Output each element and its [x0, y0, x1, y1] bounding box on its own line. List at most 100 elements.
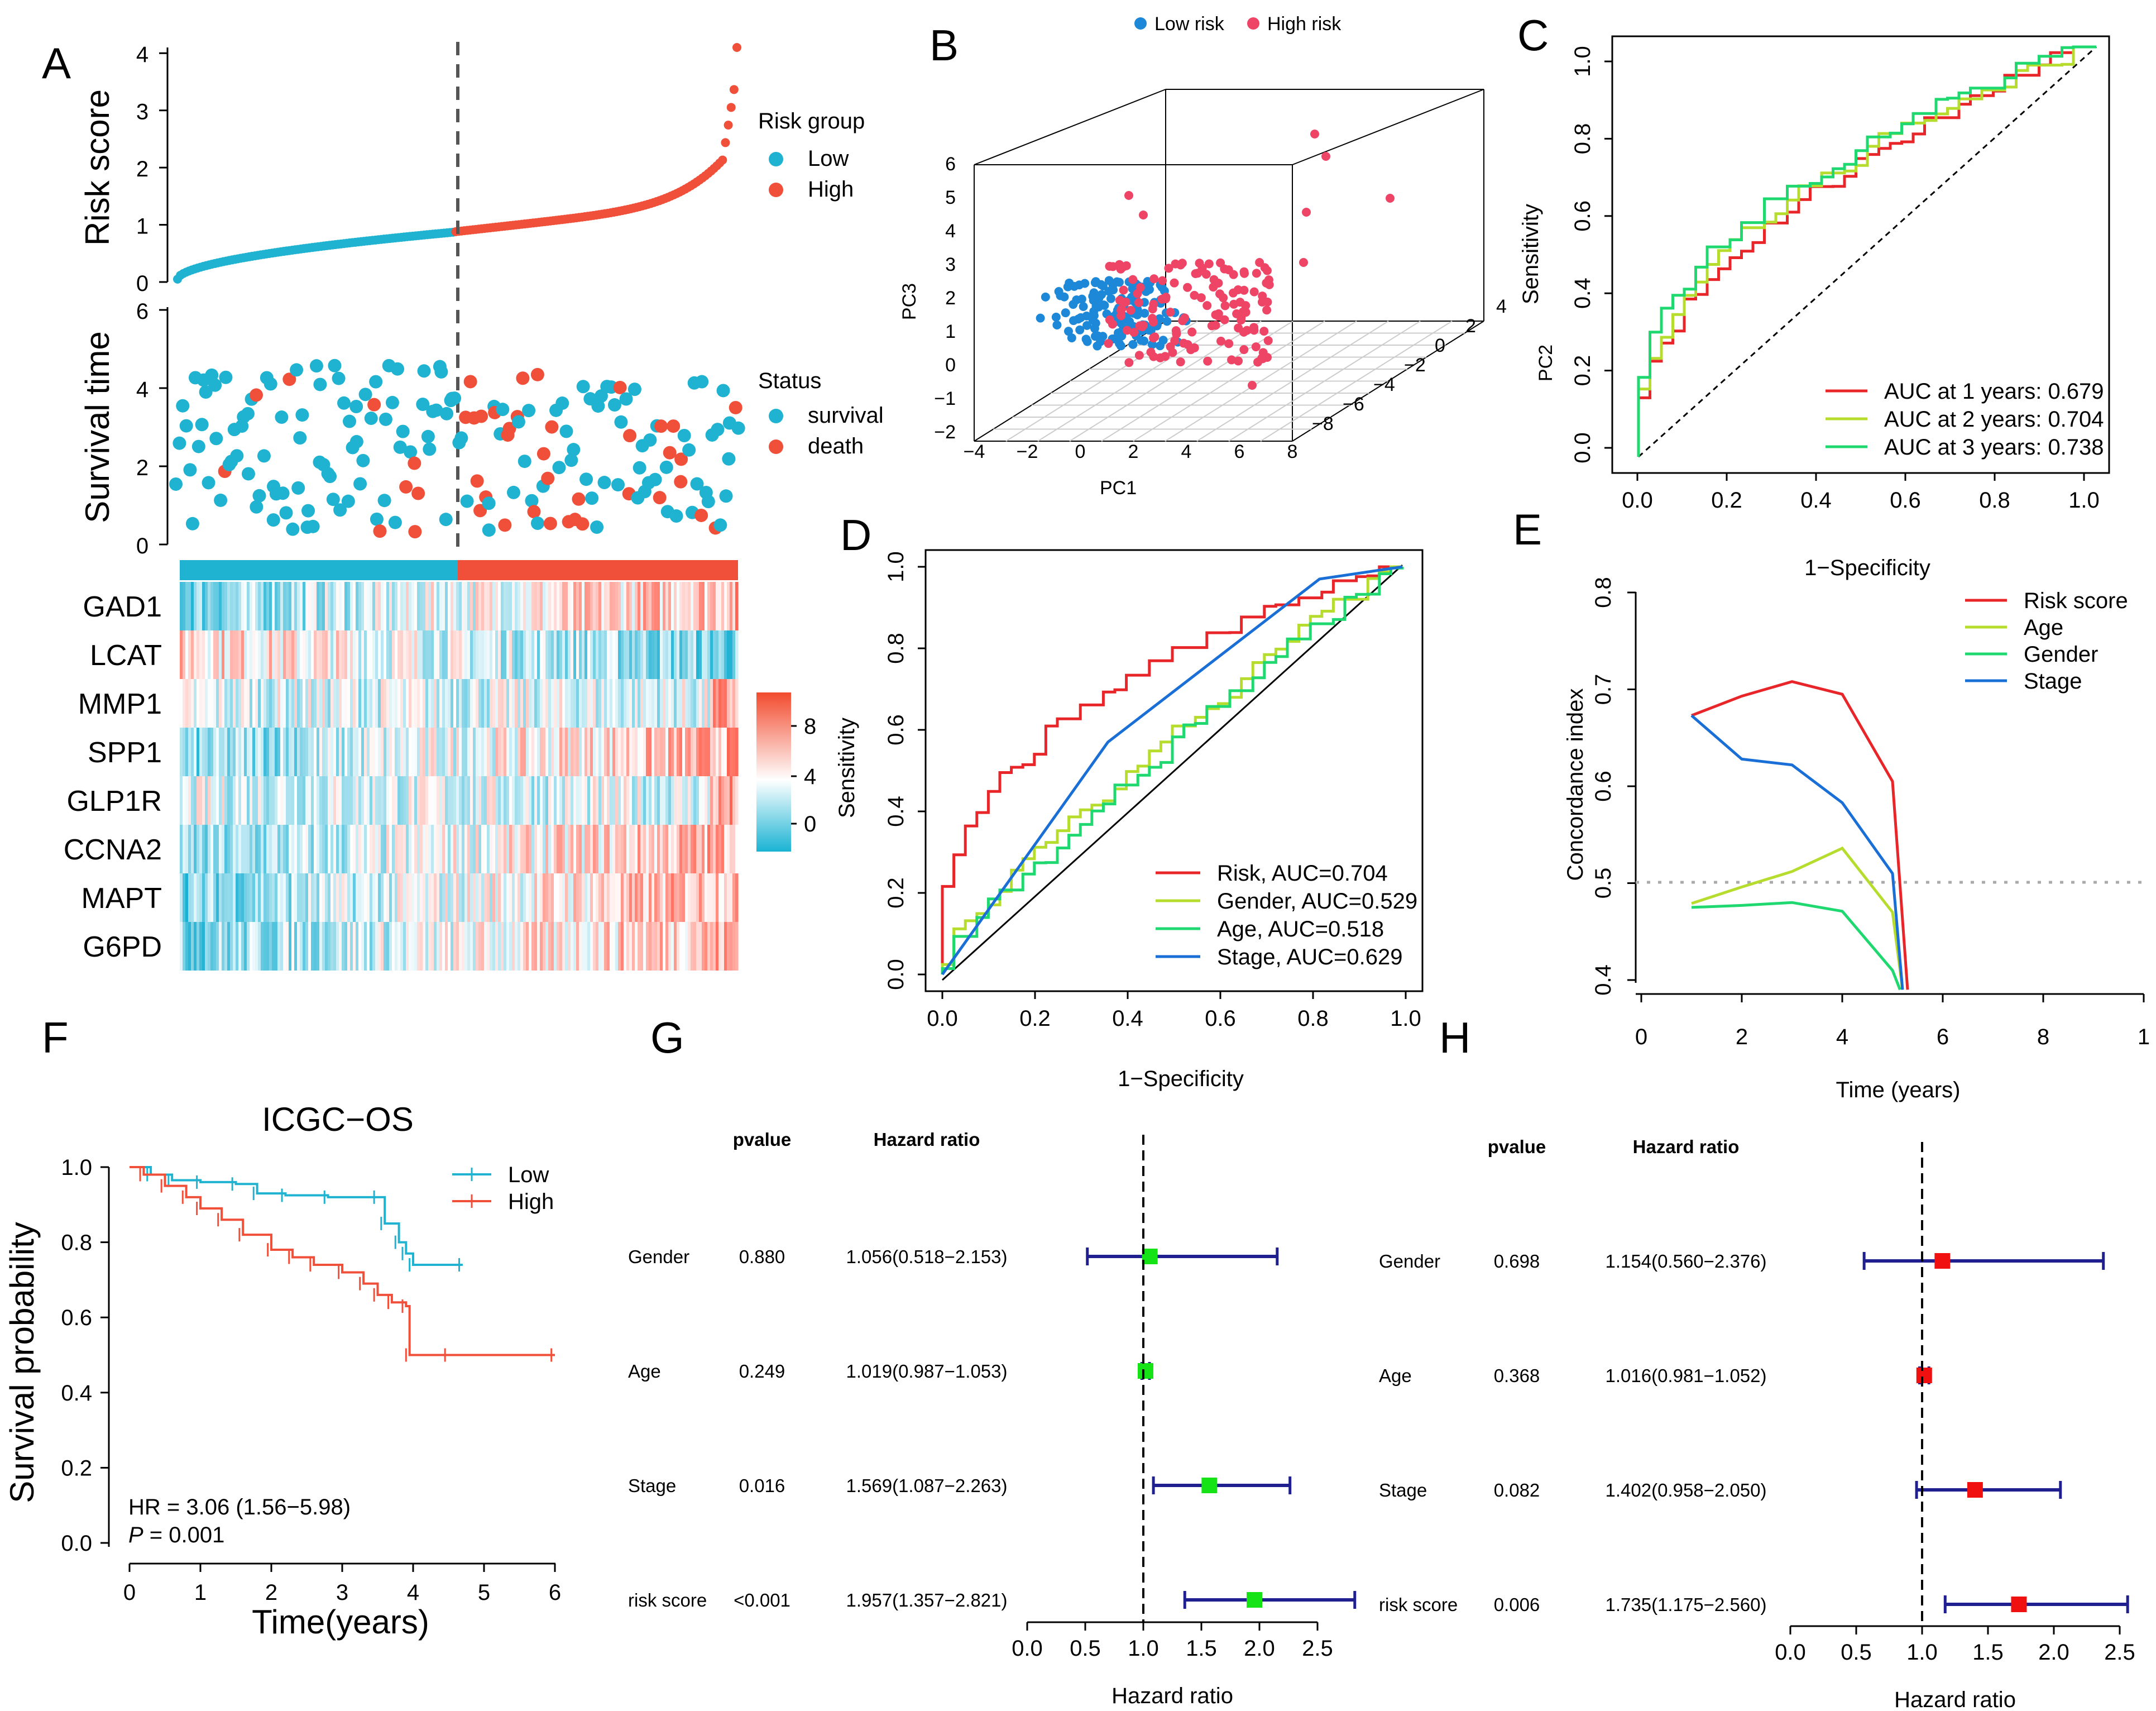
heatmap-cell — [693, 776, 697, 825]
heatmap-cell — [545, 922, 549, 971]
heatmap-cell — [199, 630, 203, 679]
heatmap-cell — [668, 582, 672, 630]
heatmap-cell — [646, 679, 649, 728]
heatmap-cell — [498, 630, 501, 679]
heatmap-cell — [417, 630, 420, 679]
heatmap-cell — [227, 776, 231, 825]
heatmap-cell — [699, 728, 702, 776]
heatmap-cell — [423, 776, 426, 825]
heatmap-cell — [434, 582, 437, 630]
survival-point — [349, 399, 363, 413]
roc-d-legend-label: Gender, AUC=0.529 — [1217, 889, 1417, 914]
gene-label: MAPT — [82, 882, 162, 915]
heatmap-cell — [459, 873, 462, 922]
heatmap-cell — [199, 582, 203, 630]
heatmap-cell — [378, 922, 381, 971]
heatmap-cell — [504, 630, 507, 679]
heatmap-cell — [364, 630, 367, 679]
heatmap-cell — [568, 776, 571, 825]
heatmap-cell — [319, 776, 323, 825]
heatmap-cell — [587, 728, 591, 776]
survival-point — [195, 418, 209, 432]
heatmap-cell — [367, 922, 370, 971]
survival-point — [607, 398, 621, 412]
heatmap-cell — [303, 873, 306, 922]
pca-low-point — [1114, 331, 1123, 341]
heatmap-cell — [543, 630, 546, 679]
forest-row-hr: 1.735(1.175−2.560) — [1606, 1594, 1767, 1615]
heatmap-cell — [621, 825, 624, 873]
heatmap-cell — [420, 582, 423, 630]
heatmap-cell — [674, 776, 677, 825]
survival-point — [241, 407, 255, 420]
pca-low-point — [1089, 307, 1099, 316]
heatmap-cell — [668, 776, 672, 825]
heatmap-cell — [356, 630, 359, 679]
heatmap-cell — [473, 728, 476, 776]
heatmap-cell — [702, 873, 705, 922]
heatmap-cell — [395, 679, 398, 728]
heatmap-cell — [448, 825, 451, 873]
heatmap-cell — [557, 873, 560, 922]
heatmap-cell — [342, 873, 345, 922]
heatmap-cell — [277, 922, 281, 971]
heatmap-cell — [584, 825, 588, 873]
heatmap-cell — [702, 776, 705, 825]
heatmap-cell — [241, 728, 245, 776]
heatmap-cell — [515, 582, 518, 630]
heatmap-cell — [596, 873, 599, 922]
heatmap-cell — [638, 630, 641, 679]
heatmap-cell — [462, 582, 465, 630]
heatmap-cell — [227, 825, 231, 873]
heatmap-cell — [414, 679, 418, 728]
heatmap-cell — [618, 825, 621, 873]
pca-low-point — [1090, 332, 1100, 341]
heatmap-cell — [671, 582, 674, 630]
pca-low-point — [1158, 336, 1168, 345]
heatmap-cell — [543, 728, 546, 776]
heatmap-cell — [504, 728, 507, 776]
heatmap-cell — [730, 728, 733, 776]
heatmap-cell — [579, 630, 582, 679]
heatmap-cell — [674, 630, 677, 679]
heatmap-cell — [557, 679, 560, 728]
heatmap-cell — [275, 582, 278, 630]
heatmap-cell — [311, 825, 314, 873]
survival-point — [722, 452, 736, 466]
heatmap-cell — [635, 873, 638, 922]
heatmap-cell — [685, 582, 688, 630]
survival-point — [358, 388, 372, 402]
heatmap-cell — [584, 630, 588, 679]
heatmap-cell — [442, 582, 445, 630]
heatmap-cell — [303, 776, 306, 825]
heatmap-cell — [685, 630, 688, 679]
heatmap-cell — [437, 922, 440, 971]
heatmap-cell — [261, 582, 264, 630]
heatmap-cell — [269, 728, 272, 776]
heatmap-cell — [294, 679, 298, 728]
heatmap-cell — [626, 582, 630, 630]
heatmap-cell — [596, 679, 599, 728]
heatmap-cell — [386, 922, 390, 971]
heatmap-cell — [638, 776, 641, 825]
heatmap-cell — [305, 922, 309, 971]
forest-header-pvalue: pvalue — [1488, 1136, 1546, 1157]
heatmap-cell — [730, 630, 733, 679]
e-x-tick-label: 8 — [2037, 1025, 2049, 1049]
heatmap-cell — [498, 679, 501, 728]
heatmap-cell — [342, 922, 345, 971]
heatmap-cell — [322, 873, 325, 922]
heatmap-cell — [640, 873, 644, 922]
heatmap-cell — [518, 776, 521, 825]
heatmap-cell — [258, 679, 261, 728]
heatmap-cell — [378, 582, 381, 630]
heatmap-cell — [685, 679, 688, 728]
heatmap-cell — [596, 582, 599, 630]
heatmap-cell — [392, 776, 395, 825]
heatmap-cell — [668, 728, 672, 776]
survival-point — [417, 364, 431, 378]
heatmap-cell — [197, 776, 200, 825]
heatmap-cell — [224, 922, 228, 971]
heatmap-cell — [339, 776, 342, 825]
